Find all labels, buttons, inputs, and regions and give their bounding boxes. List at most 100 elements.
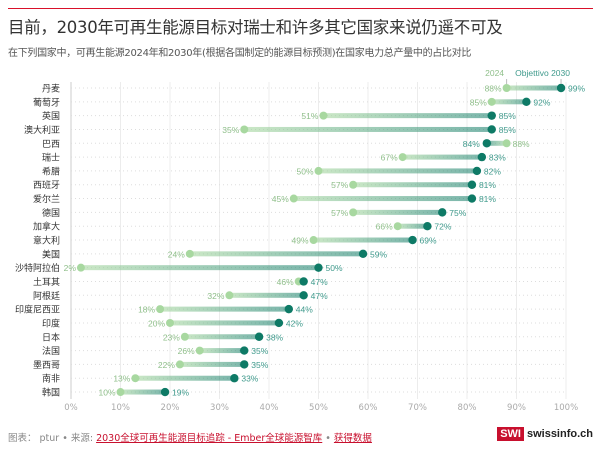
dot-2030 (487, 111, 496, 120)
dot-2024 (185, 249, 194, 258)
logo-swi: SWI (497, 427, 524, 441)
label-2024: 35% (222, 125, 239, 135)
label-2030: 82% (484, 166, 501, 176)
dot-2030 (240, 346, 249, 355)
range-bar (402, 154, 482, 160)
dot-2024 (225, 291, 234, 300)
country-label: 阿根廷 (33, 290, 60, 302)
label-2024: 57% (331, 208, 348, 218)
legend-2030: Objettivo 2030 (515, 68, 570, 78)
label-2024: 32% (207, 291, 224, 301)
label-2030: 99% (568, 84, 585, 94)
label-2024: 20% (148, 318, 165, 328)
label-2024: 51% (301, 111, 318, 121)
dot-2030 (438, 208, 447, 217)
range-bar (506, 85, 562, 91)
dot-2024 (289, 194, 298, 203)
label-2030: 35% (251, 360, 268, 370)
range-bar (170, 320, 279, 326)
country-label: 希腊 (42, 165, 60, 177)
dot-2024 (175, 360, 184, 369)
country-label: 西班牙 (33, 179, 60, 191)
label-2030: 92% (533, 97, 550, 107)
label-2030: 42% (286, 318, 303, 328)
label-2024: 10% (98, 388, 115, 398)
top-divider (8, 8, 593, 9)
dot-2030 (472, 166, 482, 176)
country-label: 意大利 (33, 235, 60, 247)
range-bar (486, 140, 507, 146)
x-tick-label: 20% (161, 403, 180, 413)
country-label: 瑞士 (42, 152, 60, 164)
label-2024: 88% (485, 84, 502, 94)
label-2030: 83% (489, 153, 506, 163)
label-2024: 85% (470, 97, 487, 107)
label-2024: 23% (163, 332, 180, 342)
label-2030: 38% (266, 332, 283, 342)
label-2030: 81% (479, 194, 496, 204)
label-2030: 44% (296, 305, 313, 315)
country-label: 土耳其 (33, 276, 60, 288)
country-label: 沙特阿拉伯 (15, 262, 60, 274)
range-bar (293, 196, 472, 202)
range-bar (179, 361, 245, 367)
chart-subtitle: 在下列国家中，可再生能源2024年和2030年(根据各国制定的能源目标预测)在国… (8, 48, 472, 59)
footer: 图表： ptur • 来源: 2030全球可再生能源目标追踪 - Ember全球… (8, 430, 372, 444)
dot-2024 (349, 208, 358, 217)
country-label: 印度尼西亚 (15, 304, 60, 316)
label-2030: 50% (326, 263, 343, 273)
dot-2030 (274, 318, 284, 328)
dot-2024 (131, 374, 140, 383)
dot-2024 (166, 318, 174, 327)
label-2030: 72% (434, 222, 451, 232)
label-2024: 26% (178, 346, 195, 356)
country-label: 法国 (42, 345, 60, 357)
dot-2030 (423, 222, 432, 231)
get-data-link[interactable]: 获得数据 (333, 433, 372, 444)
swissinfo-logo[interactable]: SWI swissinfo.ch (497, 427, 593, 441)
label-2030: 47% (311, 291, 328, 301)
range-bar (397, 223, 428, 229)
x-tick-label: 30% (210, 403, 229, 413)
range-bar (229, 292, 304, 298)
x-tick-label: 50% (309, 403, 328, 413)
country-label: 美国 (42, 248, 60, 260)
label-2030: 33% (241, 374, 258, 384)
country-label: 南非 (42, 373, 60, 385)
label-2024: 57% (331, 180, 348, 190)
range-bar (318, 168, 477, 174)
range-bar (491, 99, 527, 105)
dot-2024 (398, 153, 407, 162)
country-label: 日本 (42, 331, 60, 343)
range-bar (244, 126, 492, 132)
dot-2024 (393, 222, 402, 231)
range-bar (80, 265, 319, 271)
dot-2024 (319, 111, 328, 120)
country-label: 印度 (42, 317, 60, 329)
source-link[interactable]: 2030全球可再生能源目标追踪 - Ember全球能源智库 (96, 433, 323, 444)
label-2030: 85% (499, 111, 516, 121)
dot-2024 (309, 236, 318, 245)
range-bar (199, 348, 245, 354)
range-bar (313, 237, 413, 243)
dot-2024 (502, 84, 511, 92)
country-label: 韩国 (42, 387, 60, 399)
label-2024: 22% (158, 360, 175, 370)
label-2024: 67% (381, 153, 398, 163)
country-label: 丹麦 (42, 83, 60, 95)
label-2030: 75% (449, 208, 466, 218)
dot-2030 (467, 194, 477, 203)
logo-site: swissinfo.ch (526, 428, 593, 440)
dot-2024 (116, 388, 125, 397)
dot-2030 (284, 304, 293, 314)
label-2024: 88% (513, 139, 530, 149)
chart-title: 目前，2030年可再生能源目标对瑞士和许多其它国家来说仍遥不可及 (8, 18, 503, 37)
label-2030: 84% (463, 139, 480, 149)
x-tick-label: 80% (458, 403, 477, 413)
dot-2024 (76, 263, 85, 272)
label-2030: 81% (479, 180, 496, 190)
label-2030: 85% (499, 125, 516, 135)
range-bar (353, 209, 443, 215)
